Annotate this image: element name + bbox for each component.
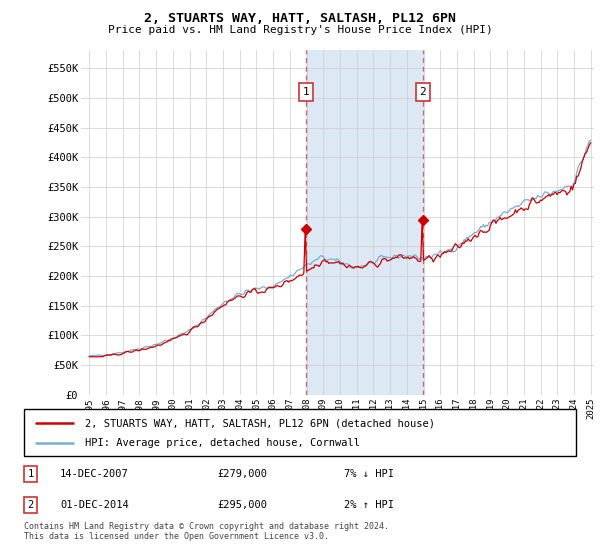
Text: £279,000: £279,000 xyxy=(217,469,267,479)
Text: 1: 1 xyxy=(28,469,34,479)
Text: £295,000: £295,000 xyxy=(217,500,267,510)
Text: Price paid vs. HM Land Registry's House Price Index (HPI): Price paid vs. HM Land Registry's House … xyxy=(107,25,493,35)
Text: 2% ↑ HPI: 2% ↑ HPI xyxy=(344,500,394,510)
Text: HPI: Average price, detached house, Cornwall: HPI: Average price, detached house, Corn… xyxy=(85,438,360,448)
Text: 7% ↓ HPI: 7% ↓ HPI xyxy=(344,469,394,479)
Text: 2: 2 xyxy=(28,500,34,510)
Bar xyxy=(306,50,423,395)
Text: 2, STUARTS WAY, HATT, SALTASH, PL12 6PN: 2, STUARTS WAY, HATT, SALTASH, PL12 6PN xyxy=(144,12,456,25)
Text: Contains HM Land Registry data © Crown copyright and database right 2024.
This d: Contains HM Land Registry data © Crown c… xyxy=(24,522,389,542)
Text: 14-DEC-2007: 14-DEC-2007 xyxy=(60,469,128,479)
Text: 2: 2 xyxy=(419,87,426,97)
Text: 01-DEC-2014: 01-DEC-2014 xyxy=(60,500,128,510)
Text: 2, STUARTS WAY, HATT, SALTASH, PL12 6PN (detached house): 2, STUARTS WAY, HATT, SALTASH, PL12 6PN … xyxy=(85,418,435,428)
Text: 1: 1 xyxy=(302,87,309,97)
